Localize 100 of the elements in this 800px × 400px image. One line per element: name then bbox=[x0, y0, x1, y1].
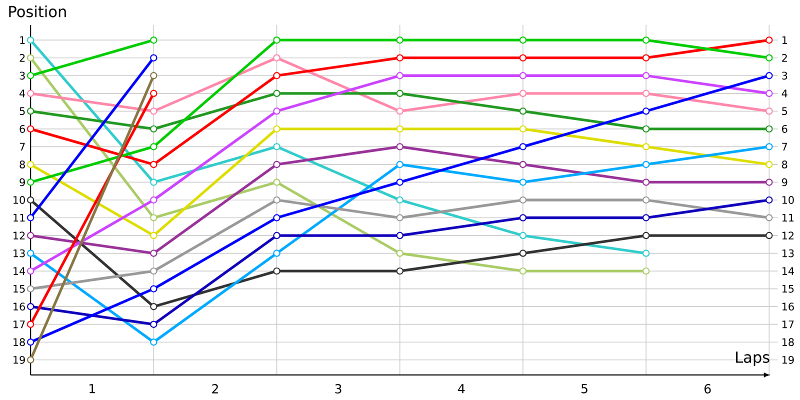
point bbox=[150, 196, 158, 204]
y-tick-label: 5 bbox=[20, 107, 25, 116]
point bbox=[766, 72, 773, 80]
point bbox=[642, 36, 650, 44]
y-tick-label: 10 bbox=[14, 196, 25, 204]
y2-tick-label: 17 bbox=[782, 320, 794, 328]
point bbox=[26, 267, 34, 275]
point bbox=[150, 178, 158, 186]
point bbox=[26, 54, 34, 62]
point bbox=[519, 196, 527, 204]
point bbox=[150, 143, 158, 150]
point bbox=[273, 160, 280, 168]
y2-tick-label: 18 bbox=[782, 338, 794, 346]
x-tick-label: 1 bbox=[90, 384, 95, 394]
point bbox=[519, 267, 527, 275]
point bbox=[396, 72, 404, 80]
point bbox=[273, 267, 280, 275]
point bbox=[396, 125, 404, 133]
point bbox=[766, 36, 773, 44]
x-tick-label: 5 bbox=[581, 384, 588, 394]
point bbox=[642, 250, 650, 257]
point bbox=[396, 214, 404, 222]
point bbox=[26, 250, 34, 257]
point bbox=[273, 125, 280, 133]
point bbox=[396, 196, 404, 204]
point bbox=[642, 90, 650, 98]
y-tick-label: 17 bbox=[14, 320, 25, 328]
point bbox=[766, 125, 773, 133]
point bbox=[396, 90, 404, 98]
y2-tick-label: 15 bbox=[782, 284, 794, 293]
y-tick-label: 19 bbox=[14, 356, 25, 364]
point bbox=[396, 267, 404, 275]
y-tick-label: 6 bbox=[20, 124, 25, 133]
point bbox=[519, 125, 527, 133]
point bbox=[150, 36, 158, 44]
point bbox=[150, 302, 158, 310]
point bbox=[642, 267, 650, 275]
point bbox=[396, 232, 404, 240]
point bbox=[26, 160, 34, 168]
y-tick-label: 3 bbox=[20, 72, 25, 80]
y2-tick-label: 11 bbox=[782, 214, 794, 222]
x-tick-label: 2 bbox=[212, 384, 218, 394]
point bbox=[26, 356, 34, 364]
point bbox=[396, 178, 404, 186]
y-tick-label: 8 bbox=[20, 160, 25, 168]
point bbox=[766, 108, 773, 115]
point bbox=[26, 178, 34, 186]
y2-tick-label: 13 bbox=[782, 249, 794, 258]
point bbox=[519, 36, 527, 44]
point bbox=[26, 72, 34, 80]
y-tick-label: 7 bbox=[20, 142, 25, 150]
point bbox=[396, 250, 404, 257]
point bbox=[273, 232, 280, 240]
y2-tick-label: 14 bbox=[782, 267, 794, 275]
point bbox=[273, 143, 280, 150]
point bbox=[519, 232, 527, 240]
point bbox=[273, 178, 280, 186]
point bbox=[150, 90, 158, 98]
point bbox=[26, 90, 34, 98]
y-tick-label: 18 bbox=[14, 338, 25, 346]
point bbox=[642, 108, 650, 115]
point bbox=[519, 178, 527, 186]
point bbox=[150, 320, 158, 328]
point bbox=[150, 285, 158, 292]
y-tick-label: 1 bbox=[20, 36, 25, 44]
y2-tick-label: 6 bbox=[782, 124, 788, 133]
y-tick-label: 14 bbox=[14, 267, 26, 275]
y-tick-label: 13 bbox=[14, 249, 25, 258]
point bbox=[273, 36, 280, 44]
y-tick-label: 15 bbox=[14, 284, 25, 293]
point bbox=[766, 214, 773, 222]
point bbox=[766, 196, 773, 204]
y2-tick-label: 9 bbox=[782, 178, 788, 186]
point bbox=[642, 72, 650, 80]
point bbox=[396, 36, 404, 44]
point bbox=[150, 72, 158, 80]
point bbox=[26, 302, 34, 310]
point bbox=[273, 90, 280, 98]
point bbox=[519, 108, 527, 115]
point bbox=[150, 250, 158, 257]
point bbox=[766, 160, 773, 168]
point bbox=[273, 214, 280, 222]
point bbox=[26, 232, 34, 240]
x-tick-label: 3 bbox=[335, 384, 342, 394]
point bbox=[396, 160, 404, 168]
point bbox=[26, 196, 34, 204]
y2-tick-label: 1 bbox=[782, 36, 787, 44]
point bbox=[519, 160, 527, 168]
point bbox=[519, 143, 527, 150]
point bbox=[642, 196, 650, 204]
point bbox=[26, 125, 34, 133]
y2-tick-label: 19 bbox=[782, 356, 794, 364]
point bbox=[150, 54, 158, 62]
y-axis-title: Position bbox=[9, 5, 66, 18]
point bbox=[642, 232, 650, 240]
y-tick-label: 4 bbox=[20, 90, 26, 98]
point bbox=[26, 320, 34, 328]
point bbox=[273, 196, 280, 204]
y2-tick-label: 10 bbox=[782, 196, 794, 204]
y2-tick-label: 12 bbox=[782, 232, 794, 240]
